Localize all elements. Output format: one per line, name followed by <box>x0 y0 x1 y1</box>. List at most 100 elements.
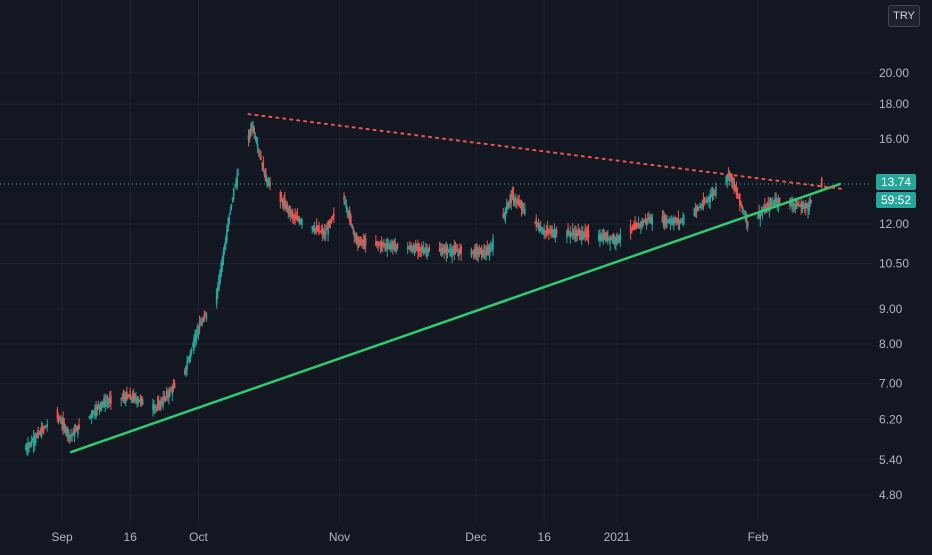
candle-body <box>610 238 613 240</box>
candle-body <box>330 217 333 223</box>
y-tick-label: 16.00 <box>879 132 909 146</box>
candle-body <box>126 391 128 400</box>
candle-body <box>235 181 237 186</box>
currency-button[interactable]: TRY <box>888 5 920 27</box>
candle-body <box>406 246 409 251</box>
candle-body <box>331 216 334 220</box>
candle-body <box>703 202 706 204</box>
candle-body <box>290 210 293 217</box>
candle-body <box>489 247 492 250</box>
candle-body <box>78 424 80 429</box>
candle-body <box>587 229 590 238</box>
candle-body <box>794 199 797 208</box>
candle-body <box>439 248 442 252</box>
candle-body <box>248 131 251 140</box>
candle-body <box>215 289 218 305</box>
support-trendline[interactable] <box>69 182 842 454</box>
candle-body <box>731 173 733 183</box>
candle-body <box>347 212 350 216</box>
trendlines[interactable] <box>0 113 872 454</box>
last-price-tag: 13.74 <box>876 174 916 190</box>
candle-body <box>475 246 477 255</box>
candle-body <box>543 229 545 236</box>
candle-body <box>189 351 192 359</box>
candle-body <box>301 219 303 226</box>
candle-body <box>677 217 680 224</box>
candle-body <box>648 218 650 221</box>
candle-body <box>771 202 774 204</box>
candle-body <box>128 396 130 398</box>
candle-body <box>123 397 126 399</box>
candle-body <box>512 192 515 201</box>
candle-body <box>795 203 798 209</box>
candle-body <box>693 208 696 216</box>
candle-body <box>314 228 317 230</box>
candle-body <box>378 243 381 245</box>
candle-body <box>484 251 486 255</box>
candle-body <box>199 324 202 326</box>
candle-body <box>524 208 526 215</box>
candle-body <box>485 250 487 256</box>
candle-body <box>725 176 727 184</box>
y-tick-label: 20.00 <box>879 66 909 80</box>
candle-body <box>262 160 265 172</box>
candle-body <box>579 230 582 236</box>
candle-body <box>98 404 101 409</box>
candle-body <box>678 220 681 224</box>
candle-body <box>234 186 236 188</box>
candle-body <box>153 403 155 412</box>
candle-body <box>60 420 62 424</box>
candle-body <box>607 235 609 242</box>
candle-body <box>188 355 191 361</box>
candle-body <box>766 205 768 209</box>
candle-body <box>746 221 749 227</box>
candle-body <box>570 233 573 235</box>
candle-body <box>224 237 227 245</box>
candle-body <box>773 200 775 206</box>
candle-body <box>297 219 300 221</box>
candle-body <box>281 200 284 206</box>
candle-body <box>140 396 143 404</box>
candle-body <box>597 234 600 240</box>
candle-body <box>696 207 699 210</box>
candle-body <box>552 229 555 238</box>
candle-body <box>286 203 288 211</box>
candle-body <box>421 248 424 252</box>
candle-body <box>74 429 77 432</box>
candles <box>24 121 823 457</box>
candle-body <box>580 231 583 240</box>
candle-body <box>615 236 617 245</box>
candle-body <box>419 247 422 251</box>
candle-body <box>416 248 418 250</box>
candle-body <box>38 433 41 435</box>
candle-body <box>736 193 739 196</box>
candle-body <box>354 235 357 238</box>
candle-body <box>70 435 72 438</box>
candle-body <box>170 390 172 392</box>
candle-body <box>313 226 316 233</box>
x-tick-label: 2021 <box>604 530 631 544</box>
candle-body <box>223 245 226 250</box>
candle-body <box>810 199 813 201</box>
candle-body <box>643 221 646 223</box>
resistance-trendline[interactable] <box>247 113 846 191</box>
candle-body <box>293 216 295 218</box>
candle-body <box>187 360 190 363</box>
candle-body <box>586 229 589 238</box>
candle-body <box>99 401 102 411</box>
candle-body <box>451 248 453 257</box>
candle-body <box>617 235 619 243</box>
candle-body <box>555 230 558 234</box>
candle-body <box>29 442 31 445</box>
candle-body <box>321 228 324 235</box>
candle-body <box>156 403 159 409</box>
candle-body <box>665 217 667 227</box>
candle-body <box>507 203 509 210</box>
candle-body <box>604 236 607 241</box>
candle-body <box>73 429 76 438</box>
x-tick-label: Nov <box>329 530 350 544</box>
candle-body <box>566 230 568 238</box>
candle-body <box>649 216 651 221</box>
